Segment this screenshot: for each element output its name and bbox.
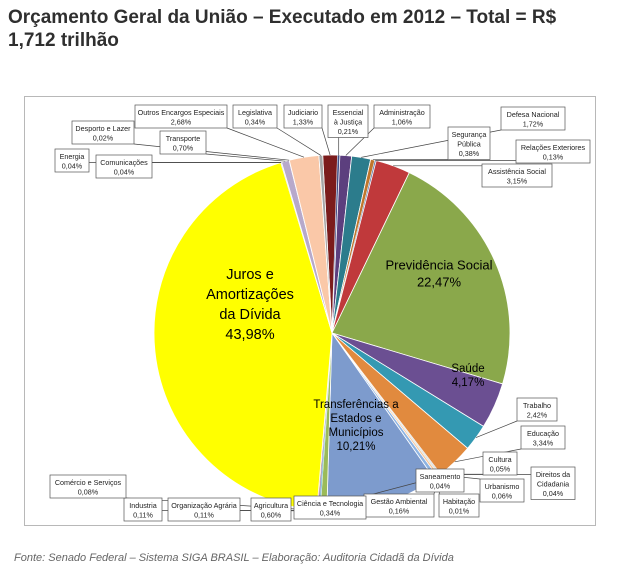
leader-line-administracao [345,127,375,156]
source-note: Fonte: Senado Federal – Sistema SIGA BRA… [14,552,454,564]
callout-box [438,493,480,518]
callout-box [250,497,292,522]
callout-comercio-e-servicos: Comércio e Serviços 0,08% [49,474,127,499]
callout-box [95,154,153,179]
slice-label-previdencia-social: Previdência Social 22,47% [386,258,493,290]
callout-box [159,130,207,155]
callout-energia: Energia 0,04% [54,148,90,173]
callout-legislativa: Legislativa 0,34% [232,104,278,129]
slice-label-legislativa: Legislativa 0,34% [238,108,272,127]
pie-chart: Judiciario 1,33% Essencial à Justiça 0,21% Ad… [49,104,591,522]
callout-box [373,104,431,129]
chart-title-line-1: Orçamento Geral da União – Executado em … [8,7,557,28]
callout-box [71,120,135,145]
slice-label-cultura: Cultura 0,05% [488,455,511,474]
slice-label-agricultura: Agricultura 0,60% [254,501,288,520]
leader-line-legislativa [276,127,321,156]
callout-industria: Industria 0,11% [123,497,163,522]
callout-box [500,106,566,131]
callout-habitacao: Habitação 0,01% [438,493,480,518]
slice-label-judiciario: Judiciario 1,33% [288,108,318,127]
callout-box [123,497,163,522]
callout-box [481,163,553,188]
callout-box [54,148,90,173]
slice-label-educacao: Educação 3,34% [527,429,559,448]
callout-desporto-e-lazer: Desporto e Lazer 0,02% [71,120,135,145]
slice-label-transporte: Transporte 0,70% [166,134,201,153]
callout-agricultura: Agricultura 0,60% [250,497,292,522]
callout-organizacao-agraria: Organização Agrária 0,11% [167,497,241,522]
callout-transporte: Transporte 0,70% [159,130,207,155]
callout-urbanismo: Urbanismo 0,06% [479,478,525,503]
callout-box [49,474,127,499]
leader-line-transporte [205,153,286,162]
slice-label-comunicacoes: Comunicações 0,04% [100,158,148,177]
callout-comunicacoes: Comunicações 0,04% [95,154,153,179]
callout-box [283,104,323,129]
slice-label-saude: Saúde 4,17% [451,363,484,389]
chart-frame: Judiciario 1,33% Essencial à Justiça 0,21% Ad… [24,96,596,526]
leader-line-outros-encargos-especiais [226,127,305,158]
slice-label-comercio-e-servicos: Comércio e Serviços 0,08% [55,478,122,497]
callout-gestao-ambiental: Gestão Ambiental 0,16% [363,493,435,518]
callout-box [516,397,558,422]
slice-label-urbanismo: Urbanismo 0,06% [485,482,520,501]
callout-box [327,104,369,138]
callout-box [482,451,518,476]
callout-ciencia-e-tecnologia: Ciência e Tecnologia 0,34% [293,495,367,520]
slice-label-administracao: Administração 1,06% [379,108,425,127]
slice-label-habitacao: Habitação 0,01% [443,497,475,516]
slice-label-industria: Industria 0,11% [129,501,157,520]
slice-label-transferencias-a-estados-e-municipios: Transferências a Estados e Municípios 10,21… [313,399,399,453]
pie-slices [153,154,511,512]
slice-label-organizacao-agraria: Organização Agrária 0,11% [171,501,237,520]
slice-label-defesa-nacional: Defesa Nacional 1,72% [507,110,560,129]
slice-label-juros-e-amortizacoes-da-divida: Juros e Amortizações da Dívida 43,98% [206,267,294,343]
callout-seguranca-publica: Segurança Pública 0,38% [447,126,491,160]
callout-box [134,104,228,129]
callout-box [479,478,525,503]
callout-defesa-nacional: Defesa Nacional 1,72% [500,106,566,131]
leader-line-judiciario [321,127,331,156]
slice-label-saneamento: Saneamento 0,04% [420,472,461,491]
callout-box [167,497,241,522]
slice-label-desporto-e-lazer: Desporto e Lazer 0,02% [75,124,131,143]
slice-label-essencial-a-justica: Essencial à Justiça 0,21% [333,108,364,136]
callout-judiciario: Judiciario 1,33% [283,104,323,129]
leader-line-trabalho [475,420,518,438]
slice-label-ciencia-e-tecnologia: Ciência e Tecnologia 0,34% [297,499,363,518]
slice-label-trabalho: Trabalho 2,42% [523,401,551,420]
pie-slice-previdencia-social [331,172,511,385]
callout-direitos-da-cidadania: Direitos da Cidadania 0,04% [530,466,576,500]
slice-labels: Judiciario 1,33% Essencial à Justiça 0,21% Ad… [49,104,591,522]
chart-title-line-2: 1,712 trilhão [8,30,119,51]
slice-label-energia: Energia 0,04% [60,152,85,171]
slice-label-direitos-da-cidadania: Direitos da Cidadania 0,04% [536,470,570,498]
leader-line-desporto-e-lazer [133,143,290,161]
slice-label-outros-encargos-especiais: Outros Encargos Especiais 2,68% [138,108,225,127]
callout-box [520,425,566,450]
callout-relacoes-exteriores: Relações Exteriores 0,13% [515,139,591,164]
callout-box [447,126,491,160]
callout-box [293,495,367,520]
callout-cultura: Cultura 0,05% [482,451,518,476]
callout-educacao: Educação 3,34% [520,425,566,450]
callout-administracao: Administração 1,06% [373,104,431,129]
slice-label-gestao-ambiental: Gestão Ambiental 0,16% [371,497,428,516]
slice-label-seguranca-publica: Segurança Pública 0,38% [452,130,487,158]
callout-box [515,139,591,164]
callout-outros-encargos-especiais: Outros Encargos Especiais 2,68% [134,104,228,129]
callout-box [530,466,576,500]
callout-assistencia-social: Assistência Social 3,15% [481,163,553,188]
chart-title: Orçamento Geral da União – Executado em … [8,6,608,52]
callout-saneamento: Saneamento 0,04% [415,468,465,493]
callout-trabalho: Trabalho 2,42% [516,397,558,422]
slice-label-relacoes-exteriores: Relações Exteriores 0,13% [521,143,586,162]
callout-essencial-a-justica: Essencial à Justiça 0,21% [327,104,369,138]
pie-slice-juros-e-amortizacoes-da-divida [153,162,333,511]
slice-label-assistencia-social: Assistência Social 3,15% [488,167,546,186]
callout-box [232,104,278,129]
callout-box [415,468,465,493]
